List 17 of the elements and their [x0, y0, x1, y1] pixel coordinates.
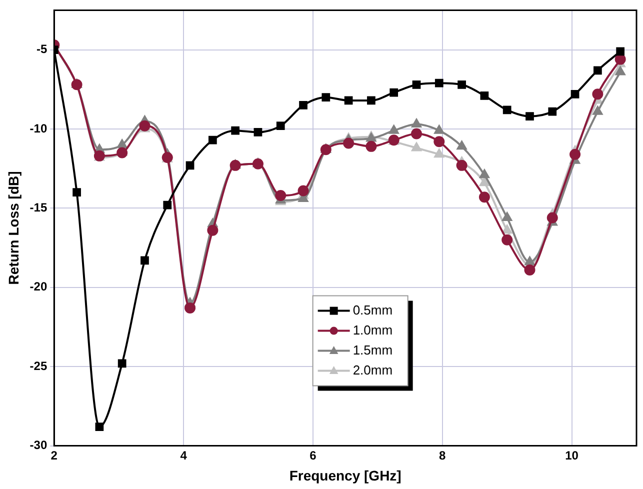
y-tick-label: -25 — [30, 358, 48, 373]
x-tick-label: 2 — [50, 448, 58, 462]
legend-label: 1.5mm — [352, 342, 393, 358]
y-tick-label: -5 — [36, 42, 48, 56]
x-tick-label: 4 — [180, 448, 188, 462]
y-axis-title: Return Loss [dB] — [5, 171, 22, 285]
legend-label: 1.0mm — [352, 322, 393, 338]
x-tick-label: 8 — [439, 448, 446, 462]
y-tick-label: -20 — [30, 280, 48, 294]
x-tick-label: 10 — [565, 448, 579, 462]
x-axis-title: Frequency [GHz] — [289, 467, 402, 484]
y-tick-label: -10 — [30, 121, 48, 136]
x-tick-label: 6 — [310, 448, 317, 462]
legend-label: 2.0mm — [352, 362, 393, 378]
y-tick-label: -30 — [30, 438, 48, 452]
y-tick-label: -15 — [30, 200, 48, 215]
legend-label: 0.5mm — [352, 302, 393, 318]
